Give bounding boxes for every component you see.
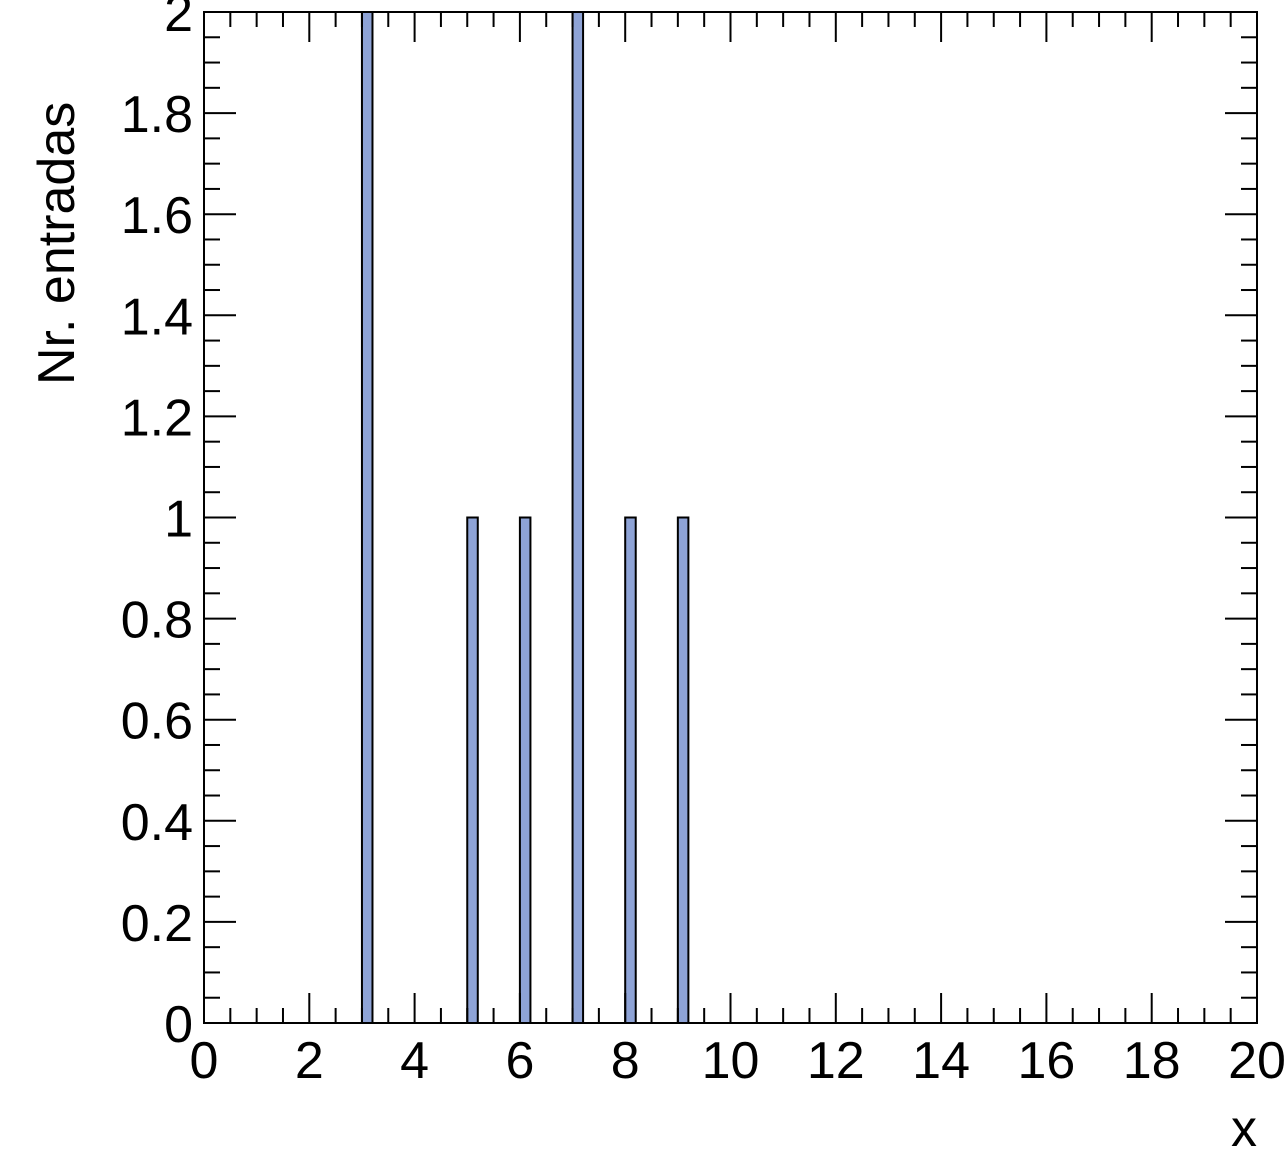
y-tick-label: 1.2 [121,389,193,447]
y-tick-labels: 0 0.2 0.4 0.6 0.8 1 1.2 1.4 1.6 1.8 2 [121,0,193,1054]
y-tick-label: 2 [164,0,193,43]
x-tick-label: 2 [295,1032,324,1090]
plot-frame [203,11,1258,1024]
y-tick-label: 0.6 [121,693,193,751]
y-axis-title: Nr. entradas [28,102,86,385]
y-tick-label: 1.4 [121,288,193,346]
x-tick-label: 8 [611,1032,640,1090]
y-tick-label: 1 [164,491,193,549]
bar-4 [624,516,637,1024]
x-tick-label: 12 [807,1032,865,1090]
x-tick-labels: 0 2 4 6 8 10 12 14 16 18 20 [190,1032,1286,1090]
axis-ticks [203,11,1258,1024]
y-tick-label: 0.8 [121,592,193,650]
bar-2 [518,516,532,1024]
x-tick-label: 16 [1017,1032,1075,1090]
y-tick-label: 0 [164,996,193,1054]
x-tick-label: 20 [1228,1032,1286,1090]
x-tick-label: 6 [505,1032,534,1090]
bar-0 [360,11,374,1024]
x-tick-label: 0 [190,1032,219,1090]
bar-1 [466,516,479,1024]
x-tick-label: 18 [1123,1032,1181,1090]
bar-3 [571,11,585,1024]
x-tick-label: 10 [702,1032,760,1090]
y-tick-label: 0.4 [121,794,193,852]
bar-5 [676,516,690,1024]
y-tick-label: 1.6 [121,187,193,245]
x-axis-title: x [1231,1100,1257,1152]
x-tick-label: 14 [912,1032,970,1090]
x-tick-label: 4 [400,1032,429,1090]
y-tick-label: 1.8 [121,86,193,144]
y-tick-label: 0.2 [121,895,193,953]
